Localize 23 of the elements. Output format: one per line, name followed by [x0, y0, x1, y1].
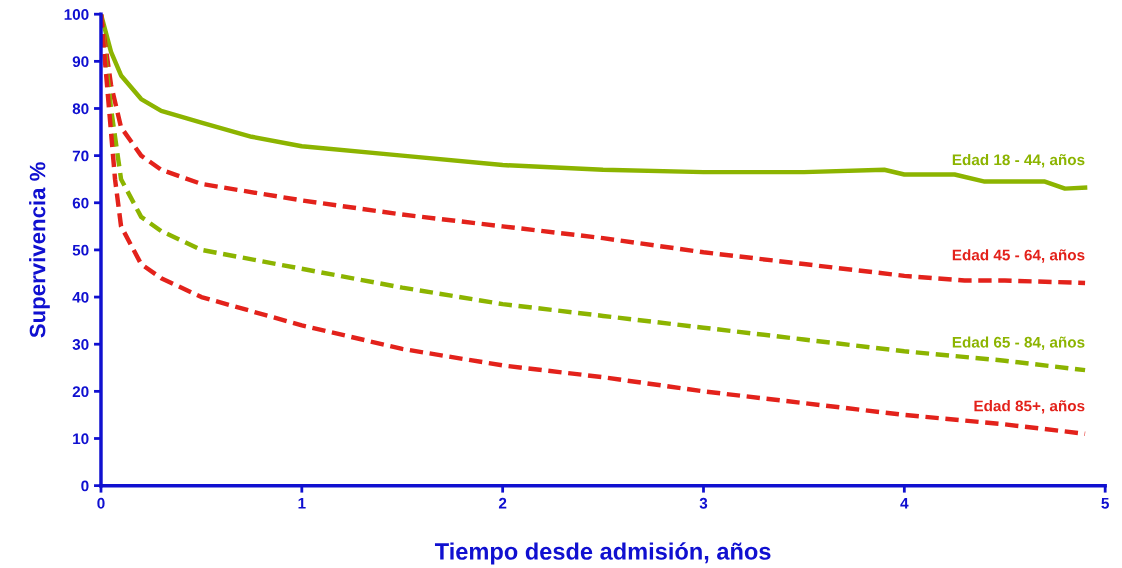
- y-tick-label: 70: [72, 150, 89, 162]
- series-label: Edad 18 - 44, años: [952, 154, 1085, 168]
- y-tick-label: 0: [81, 480, 89, 492]
- series-label: Edad 85+, años: [974, 400, 1085, 414]
- series-label: Edad 65 - 84, años: [952, 336, 1085, 350]
- x-tick-label: 0: [97, 497, 105, 509]
- y-tick-label: 60: [72, 197, 89, 209]
- y-tick-label: 50: [72, 244, 89, 256]
- y-tick-label: 90: [72, 56, 89, 68]
- x-tick-label: 5: [1101, 498, 1109, 509]
- y-tick-label: 10: [73, 433, 89, 445]
- series-label: Edad 45 - 64, años: [952, 249, 1085, 263]
- x-tick-label: 3: [699, 497, 708, 509]
- x-tick-label: 2: [498, 497, 507, 509]
- y-tick-label: 80: [72, 103, 89, 115]
- y-tick-label: 40: [72, 291, 89, 303]
- y-tick-label: 100: [64, 9, 89, 20]
- x-tick-label: 1: [298, 498, 306, 509]
- x-axis-title: Tiempo desde admisión, años: [434, 542, 771, 565]
- x-tick-label: 4: [900, 498, 909, 509]
- y-axis-title: Supervivencia %: [29, 162, 50, 338]
- y-tick-label: 30: [72, 339, 89, 350]
- y-tick-label: 20: [72, 386, 89, 398]
